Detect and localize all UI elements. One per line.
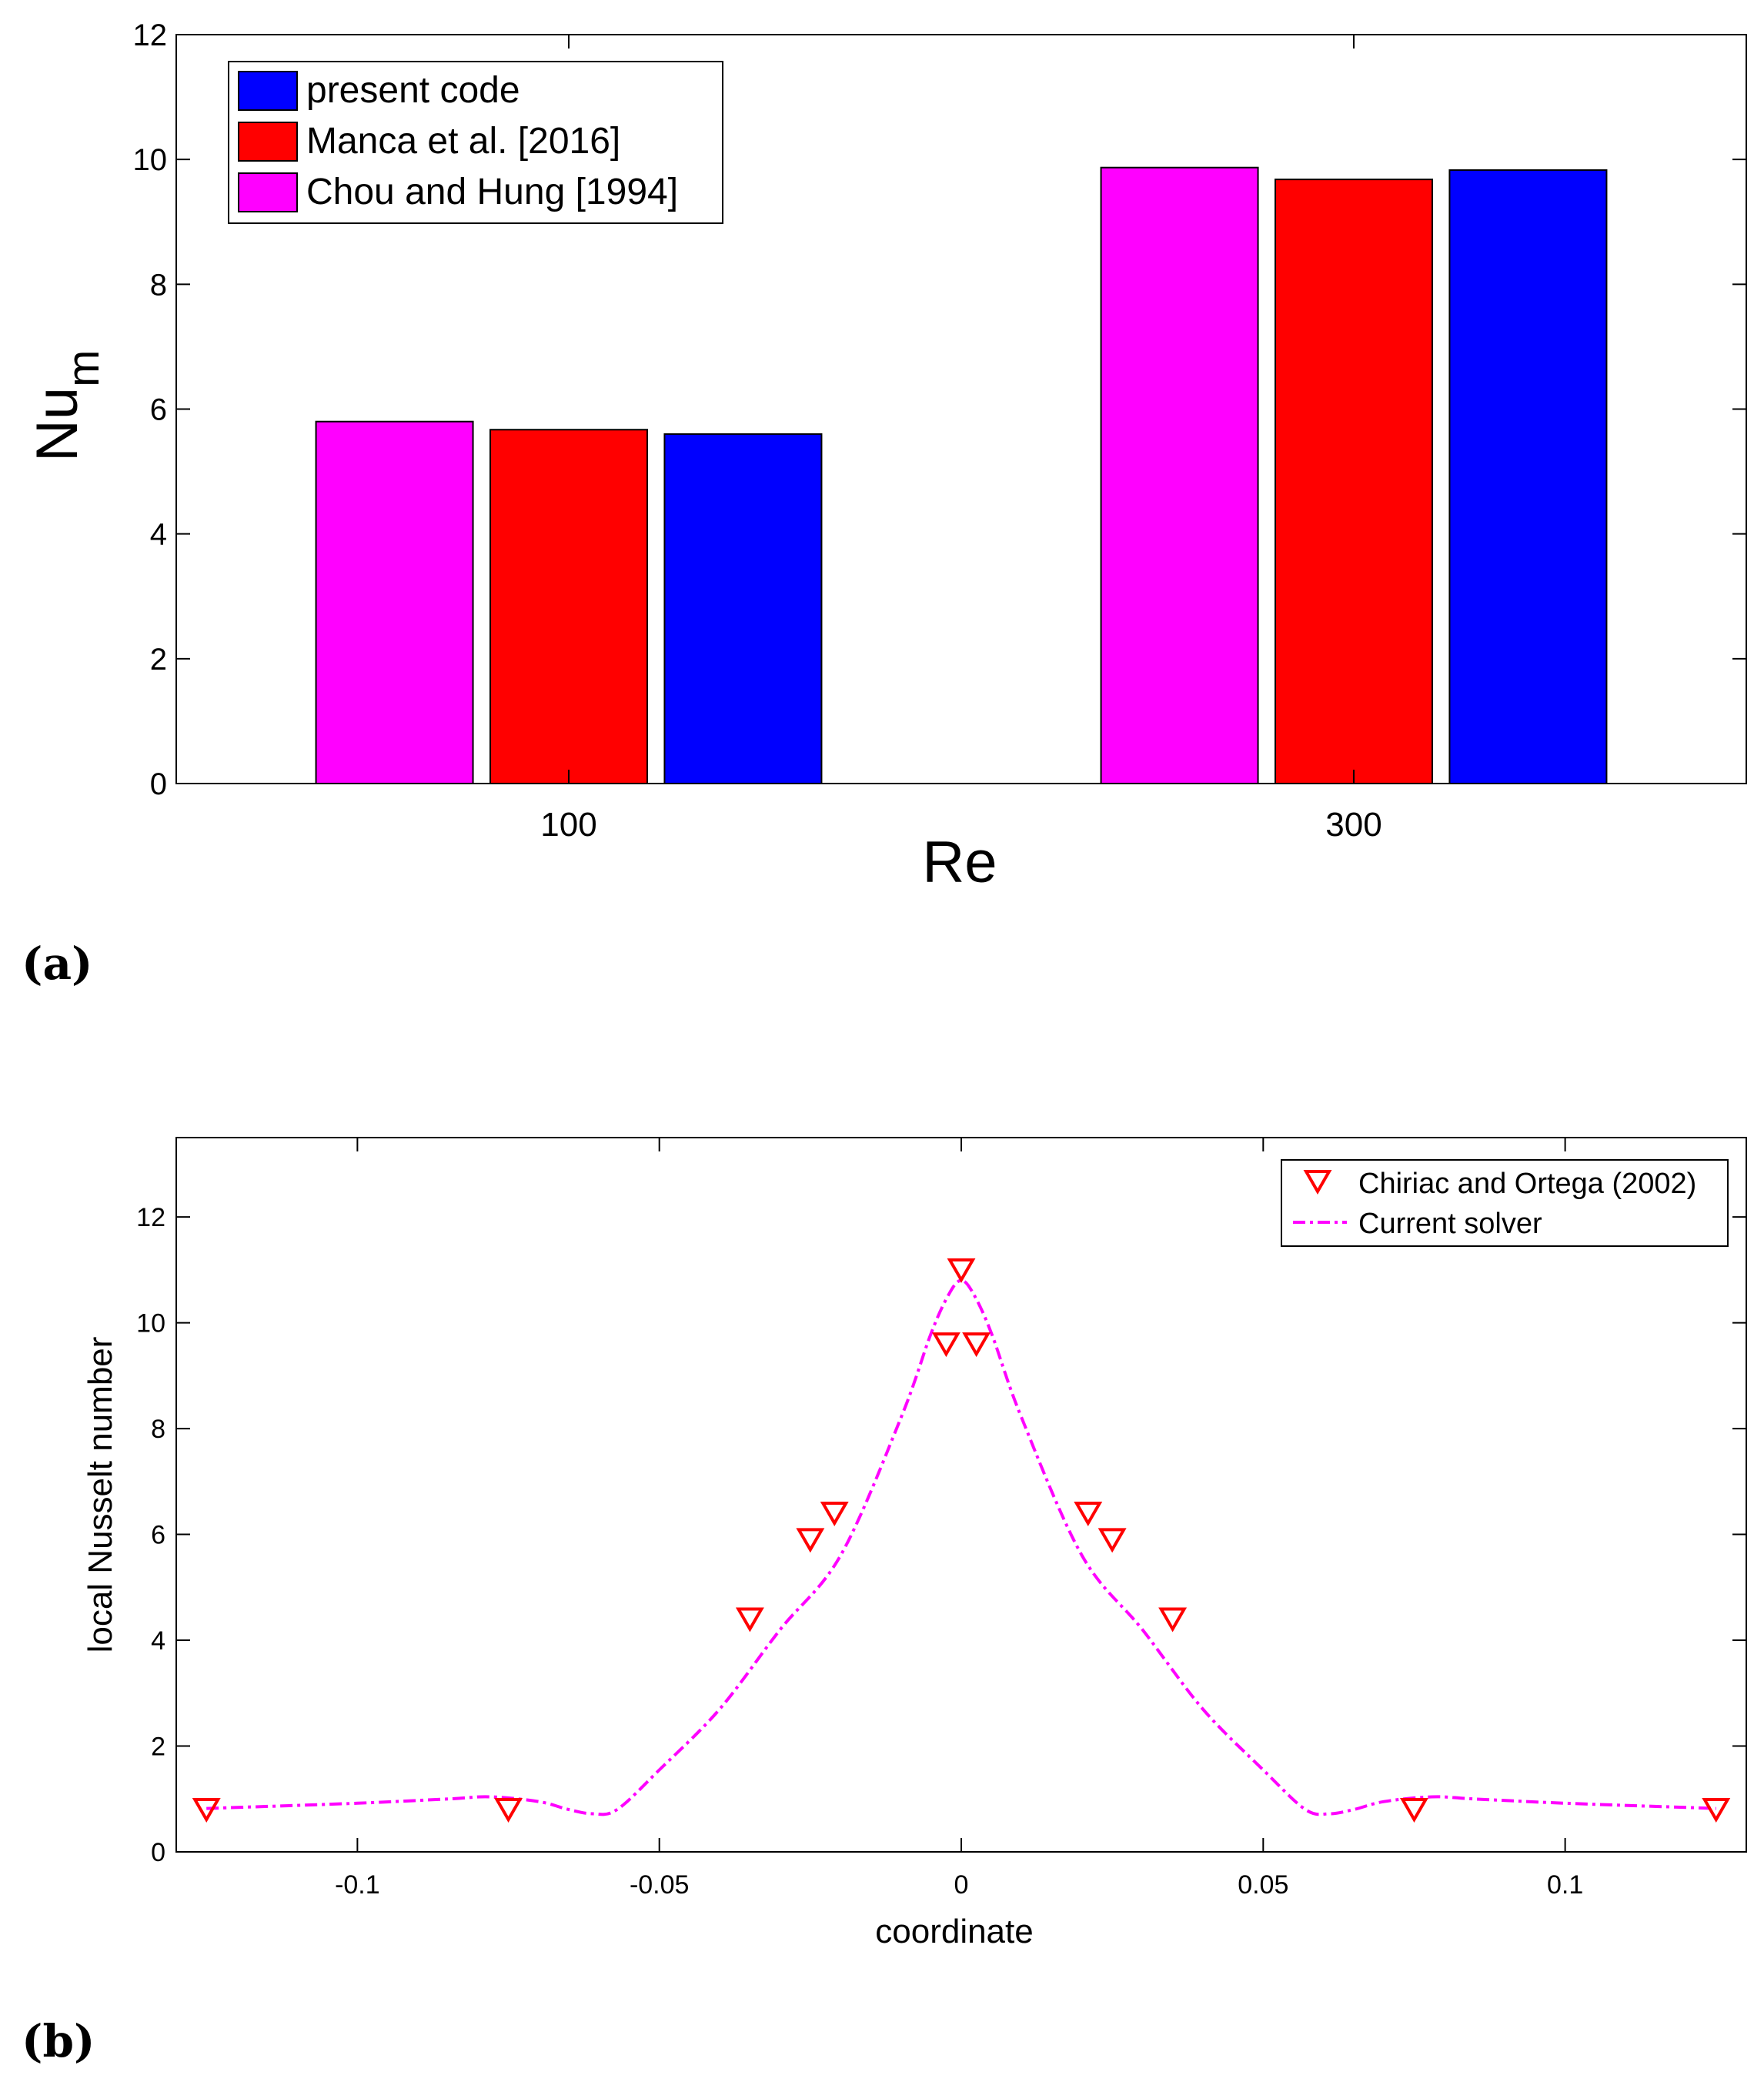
chiriac-point	[1074, 1502, 1103, 1527]
y-tick-label-b: 8	[151, 1415, 165, 1444]
y-tick-label-a: 8	[150, 268, 167, 302]
chiriac-point	[192, 1798, 221, 1823]
legend-label-chiriac: Chiriac and Ortega (2002)	[1358, 1168, 1696, 1200]
y-axis-label-a: Num	[25, 350, 109, 462]
x-tick-label-b: -0.05	[630, 1870, 690, 1900]
legend-box-a	[228, 61, 723, 224]
legend-swatch-a	[238, 122, 298, 162]
y-tick-label-b: 12	[136, 1203, 165, 1232]
x-axis-label-b: coordinate	[875, 1913, 1033, 1950]
chiriac-point	[962, 1332, 991, 1358]
legend-swatch-a	[238, 172, 298, 212]
y-tick-label-a: 2	[150, 643, 167, 677]
plot-area-b	[175, 1137, 1747, 1853]
legend-label-current-solver: Current solver	[1358, 1208, 1542, 1240]
y-axis-b: 0 2 4 6 8 10 12	[136, 1203, 1746, 1867]
legend-label-a: Manca et al. [2016]	[306, 121, 620, 162]
chiriac-point	[1097, 1528, 1127, 1553]
chiriac-point	[796, 1528, 825, 1553]
legend-marker-chiriac	[1303, 1170, 1332, 1195]
x-axis-a: 100 300	[540, 35, 1382, 844]
y-axis-label-b: local Nusselt number	[82, 1337, 119, 1653]
bar-present-code-300	[1448, 169, 1608, 785]
scatter-chart-panel-b: 0 2 4 6 8 10 12 -0.1 -0.05 0 0.05 0.1 coordinate l…	[82, 1137, 1747, 1950]
x-tick-label-a: 300	[1325, 806, 1381, 844]
chiriac-point	[947, 1258, 976, 1283]
chiriac-point	[1158, 1607, 1188, 1633]
bar-manca-et-al-2016--300	[1275, 179, 1433, 784]
x-tick-label-b: 0.1	[1547, 1870, 1583, 1900]
x-tick-label-b: 0.05	[1238, 1870, 1288, 1900]
y-tick-label-b: 6	[151, 1521, 165, 1550]
bar-chou-and-hung-1994--300	[1100, 166, 1259, 784]
y-axis-a: 0 2 4 6 8 10 12	[133, 18, 1746, 801]
bar-present-code-100	[663, 433, 823, 785]
bar-chou-and-hung-1994--100	[315, 420, 474, 784]
y-tick-label-b: 0	[151, 1838, 165, 1867]
x-axis-b: -0.1 -0.05 0 0.05 0.1	[335, 1138, 1583, 1900]
y-tick-label-a: 0	[150, 767, 167, 801]
y-tick-label-a: 4	[150, 518, 167, 552]
legend-box-b	[1281, 1159, 1729, 1247]
y-tick-label-b: 4	[151, 1626, 165, 1656]
legend-a: present code Manca et al. [2016] Chou and …	[228, 61, 723, 224]
bar-manca-et-al-2016--100	[489, 429, 648, 784]
panel-label-a: (a)	[22, 937, 92, 990]
bar-chart-panel-a: 0 2 4 6 8 10 12 100 300 Re Num present code Manc…	[25, 18, 1747, 895]
y-axis-label-sub: m	[58, 350, 109, 387]
legend-b: Chiriac and Ortega (2002) Current solver	[1281, 1159, 1729, 1247]
x-tick-label-a: 100	[540, 806, 596, 844]
chiriac-point	[820, 1502, 849, 1527]
legend-label-a: present code	[306, 70, 520, 111]
chiriac-point	[931, 1332, 961, 1358]
chiriac-point	[494, 1798, 523, 1823]
svg-text:Num: Num	[25, 350, 109, 462]
y-axis-label-main: Nu	[25, 387, 90, 462]
legend-swatch-a	[238, 71, 298, 111]
y-tick-label-a: 12	[133, 18, 168, 52]
chiriac-markers	[192, 1258, 1731, 1823]
current-solver-line	[206, 1278, 1716, 1816]
chiriac-point	[1399, 1798, 1428, 1823]
y-tick-label-a: 6	[150, 393, 167, 427]
chiriac-point	[735, 1607, 764, 1633]
x-axis-label-a: Re	[922, 830, 997, 895]
y-tick-label-b: 2	[151, 1733, 165, 1762]
bars-a	[315, 166, 1608, 785]
x-tick-label-b: -0.1	[335, 1870, 380, 1900]
panel-label-b: (b)	[22, 2015, 95, 2067]
y-tick-label-a: 10	[133, 143, 168, 177]
legend-label-a: Chou and Hung [1994]	[306, 172, 678, 212]
y-tick-label-b: 10	[136, 1309, 165, 1338]
x-tick-label-b: 0	[954, 1870, 969, 1900]
chiriac-point	[1702, 1798, 1731, 1823]
